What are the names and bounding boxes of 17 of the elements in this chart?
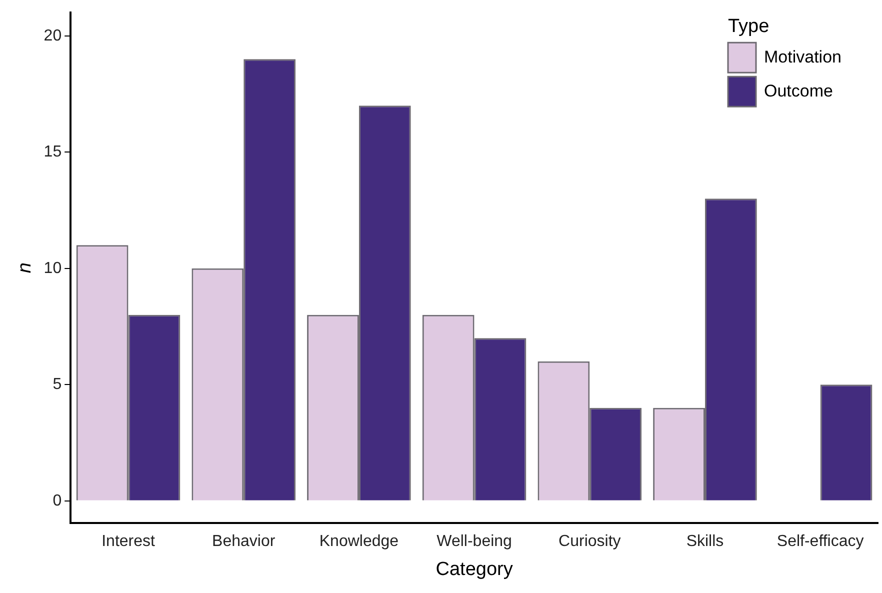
x-axis-title: Category <box>436 558 514 580</box>
x-tick-label: Self-efficacy <box>776 533 864 550</box>
x-tick-label: Knowledge <box>319 533 399 550</box>
legend-label: Motivation <box>764 47 842 66</box>
y-tick-label: 15 <box>44 144 62 161</box>
x-tick-label: Behavior <box>212 533 276 550</box>
y-tick-label: 10 <box>44 260 62 277</box>
x-tick-label: Curiosity <box>558 533 621 550</box>
y-tick-label: 0 <box>52 492 62 510</box>
y-axis-title: n <box>14 262 36 274</box>
x-tick-label: Skills <box>686 533 724 550</box>
legend-title: Type <box>728 16 770 37</box>
y-tick-label: 20 <box>44 27 62 44</box>
y-tick-label: 5 <box>52 376 62 394</box>
x-tick-label: Interest <box>102 533 156 550</box>
x-tick-label: Well-being <box>436 533 512 550</box>
legend-label: Outcome <box>764 81 833 100</box>
